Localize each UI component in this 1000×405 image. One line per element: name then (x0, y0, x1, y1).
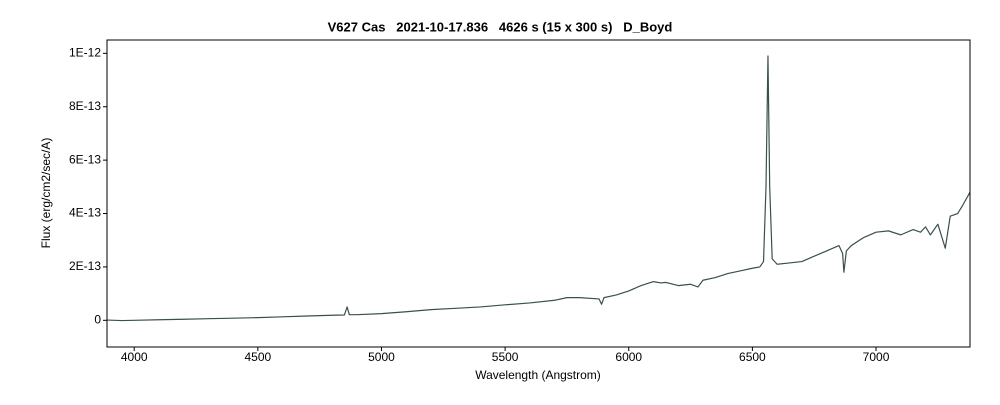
x-tick-label: 5500 (492, 350, 519, 364)
y-tick-label: 2E-13 (69, 259, 101, 273)
y-tick-label: 6E-13 (69, 152, 101, 166)
x-tick-label: 6500 (739, 350, 766, 364)
y-tick-label: 0 (94, 312, 101, 326)
x-tick-label: 5000 (368, 350, 395, 364)
plot-frame (106, 39, 971, 348)
x-tick-label: 4000 (121, 350, 148, 364)
x-tick-label: 6000 (615, 350, 642, 364)
spectrum-line (106, 55, 971, 322)
chart-title: V627 Cas 2021-10-17.836 4626 s (15 x 300… (328, 19, 673, 34)
x-axis-label: Wavelength (Angstrom) (475, 368, 601, 382)
y-tick-label: 4E-13 (69, 206, 101, 220)
x-tick-label: 4500 (244, 350, 271, 364)
x-tick-label: 7000 (863, 350, 890, 364)
y-tick-label: 1E-12 (69, 46, 101, 60)
y-axis-label: Flux (erg/cm2/sec/A) (39, 138, 53, 249)
y-tick-label: 8E-13 (69, 99, 101, 113)
